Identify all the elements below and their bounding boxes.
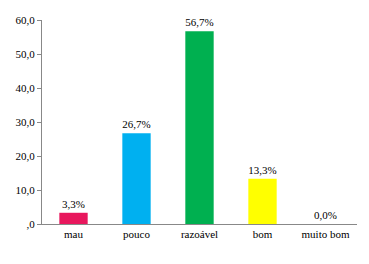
svg-text:razoável: razoável: [181, 228, 218, 240]
svg-text:pouco: pouco: [123, 228, 150, 240]
svg-text:20,0: 20,0: [16, 150, 36, 162]
svg-text:muito bom: muito bom: [302, 228, 350, 240]
svg-text:3,3%: 3,3%: [62, 198, 85, 210]
svg-text:30,0: 30,0: [16, 116, 36, 128]
svg-text:56,7%: 56,7%: [185, 16, 213, 28]
svg-text:10,0: 10,0: [16, 184, 36, 196]
svg-text:60,0: 60,0: [16, 14, 36, 26]
svg-text:40,0: 40,0: [16, 82, 36, 94]
svg-text:bom: bom: [253, 228, 273, 240]
svg-text:,0: ,0: [27, 218, 36, 230]
svg-text:13,3%: 13,3%: [248, 164, 276, 176]
svg-text:26,7%: 26,7%: [122, 118, 150, 130]
svg-text:0,0%: 0,0%: [314, 209, 337, 221]
svg-text:50,0: 50,0: [16, 48, 36, 60]
svg-text:mau: mau: [64, 228, 83, 240]
